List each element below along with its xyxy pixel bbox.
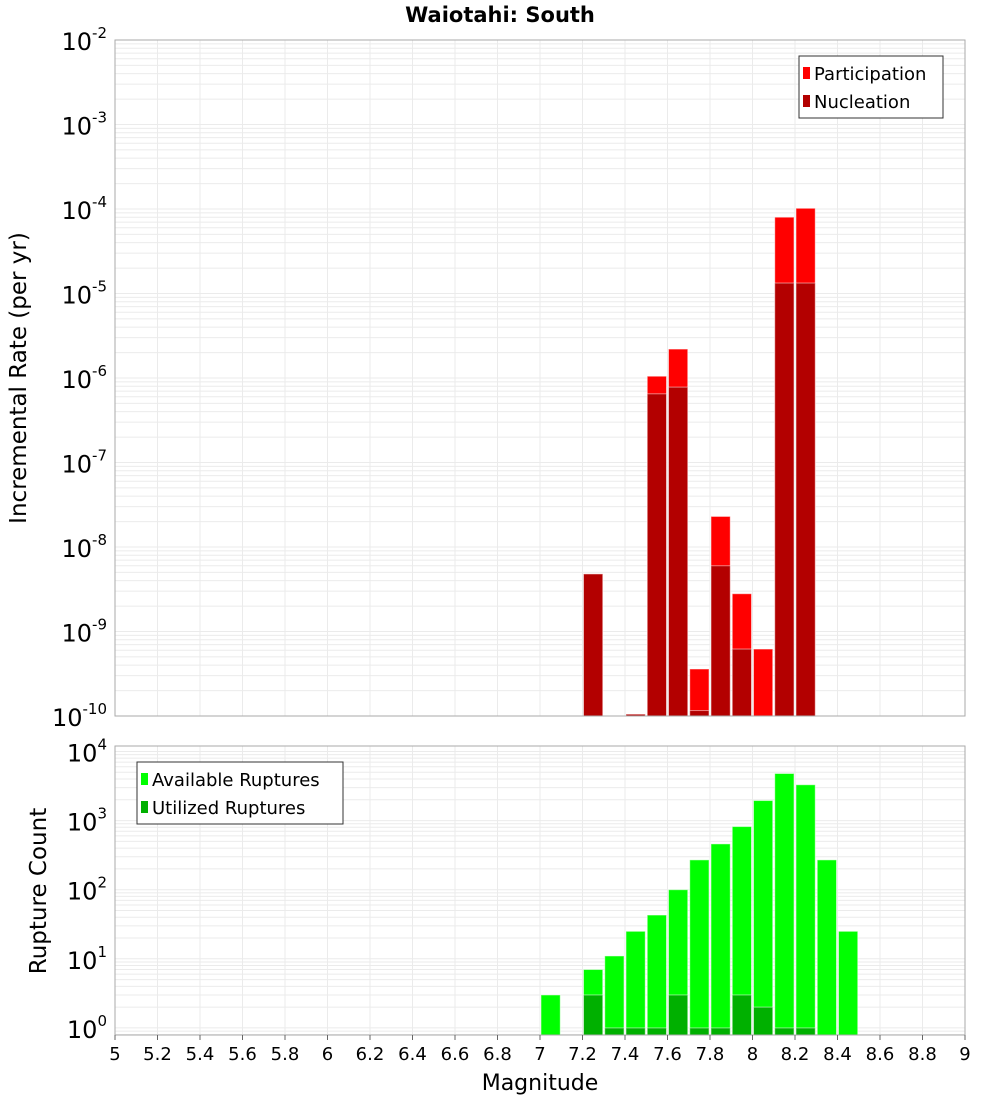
y-tick-label: 103 (67, 805, 107, 837)
bar-available-ruptures (795, 784, 816, 1036)
x-tick-label: 7.2 (568, 1044, 597, 1065)
x-tick-label: 8.2 (781, 1044, 810, 1065)
x-tick-label: 8 (747, 1044, 758, 1065)
bar-utilized-ruptures (710, 1027, 731, 1036)
legend-box (136, 761, 344, 825)
bar-utilized-ruptures (731, 994, 752, 1036)
bar-utilized-ruptures (774, 1027, 795, 1036)
bar-utilized-ruptures (668, 994, 689, 1036)
bar-available-ruptures (625, 930, 646, 1036)
bar-available-ruptures (753, 800, 774, 1036)
y-tick-label: 101 (67, 943, 107, 975)
x-tick-label: 6.8 (483, 1044, 512, 1065)
legend-swatch (803, 67, 810, 79)
y-tick-label: 10-5 (61, 278, 107, 310)
x-tick-label: 6.6 (441, 1044, 470, 1065)
x-tick-label: 9 (959, 1044, 970, 1065)
y-tick-label: 10-8 (61, 531, 107, 563)
bar-utilized-ruptures (753, 1006, 774, 1036)
bar-nucleation (710, 565, 731, 717)
bar-utilized-ruptures (583, 994, 604, 1036)
y-tick-label: 10-3 (61, 109, 107, 141)
x-tick-label: 7.4 (611, 1044, 640, 1065)
bar-utilized-ruptures (625, 1027, 646, 1036)
bar-available-ruptures (816, 859, 837, 1036)
bar-utilized-ruptures (604, 1027, 625, 1036)
top-y-axis-label: Incremental Rate (per yr) (6, 232, 32, 524)
bar-available-ruptures (710, 843, 731, 1036)
x-tick-label: 5.4 (186, 1044, 215, 1065)
x-tick-label: 6.4 (398, 1044, 427, 1065)
bar-available-ruptures (774, 773, 795, 1036)
y-tick-label: 10-9 (61, 616, 107, 648)
x-tick-label: 7.8 (696, 1044, 725, 1065)
y-tick-label: 10-7 (61, 447, 107, 479)
x-tick-label: 6.2 (356, 1044, 385, 1065)
y-tick-label: 10-4 (61, 193, 107, 225)
bottom-plot: 104 103 102 101 100 Available Ruptures Utilize… (67, 735, 971, 1065)
top-plot: 10-2 10-3 10-4 10-5 10-6 10-7 10-8 10-9 10-10 Par… (52, 24, 966, 732)
legend: Participation Nucleation (798, 55, 944, 119)
x-tick-label: 5 (109, 1044, 120, 1065)
bar-nucleation (646, 393, 667, 717)
x-tick-label: 5.6 (228, 1044, 257, 1065)
y-tick-label: 104 (67, 735, 107, 767)
x-tick-label: 8.6 (866, 1044, 895, 1065)
legend-swatch (141, 773, 148, 785)
bar-nucleation (774, 282, 795, 717)
legend-label: Nucleation (814, 92, 910, 113)
bar-available-ruptures (646, 914, 667, 1036)
bar-utilized-ruptures (646, 1027, 667, 1036)
bar-nucleation (689, 710, 710, 717)
x-tick-label: 7.6 (653, 1044, 682, 1065)
legend-box (798, 55, 944, 119)
bar-participation (689, 668, 710, 717)
bar-utilized-ruptures (689, 1027, 710, 1036)
y-tick-label: 10-6 (61, 362, 107, 394)
legend-label: Participation (814, 64, 926, 85)
x-tick-label: 6 (322, 1044, 333, 1065)
bar-nucleation (583, 573, 604, 717)
legend-label: Available Ruptures (152, 770, 320, 791)
bar-available-ruptures (838, 930, 859, 1036)
y-tick-label: 10-10 (52, 700, 107, 732)
y-tick-label: 102 (67, 874, 107, 906)
chart-title: Waiotahi: South (405, 3, 595, 27)
bar-available-ruptures (689, 859, 710, 1036)
y-tick-label: 10-2 (61, 24, 107, 56)
legend-label: Utilized Ruptures (152, 798, 305, 819)
bottom-y-axis-label: Rupture Count (26, 808, 52, 974)
x-tick-label: 8.8 (908, 1044, 937, 1065)
bar-utilized-ruptures (795, 1027, 816, 1036)
legend-swatch (141, 801, 148, 813)
legend: Available Ruptures Utilized Ruptures (136, 761, 344, 825)
bar-nucleation (795, 282, 816, 717)
bar-available-ruptures (604, 955, 625, 1036)
bar-available-ruptures (540, 994, 561, 1036)
bar-nucleation (668, 386, 689, 717)
legend-swatch (803, 95, 810, 107)
x-tick-label: 8.4 (823, 1044, 852, 1065)
y-tick-label: 100 (67, 1012, 107, 1044)
plot-border (114, 39, 966, 717)
x-tick-label: 7 (534, 1044, 545, 1065)
x-axis-label: Magnitude (482, 1071, 599, 1096)
bar-participation (753, 648, 774, 717)
x-tick-label: 5.2 (143, 1044, 172, 1065)
x-tick-label: 5.8 (271, 1044, 300, 1065)
bar-nucleation (731, 648, 752, 717)
